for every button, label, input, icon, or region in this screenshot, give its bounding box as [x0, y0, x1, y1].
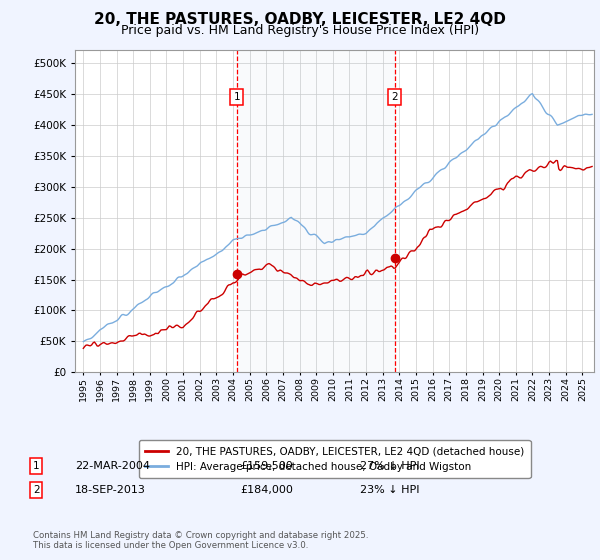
Text: 27% ↓ HPI: 27% ↓ HPI — [360, 461, 419, 471]
Text: 2: 2 — [391, 92, 398, 102]
Legend: 20, THE PASTURES, OADBY, LEICESTER, LE2 4QD (detached house), HPI: Average price: 20, THE PASTURES, OADBY, LEICESTER, LE2 … — [139, 440, 530, 478]
Text: 2: 2 — [33, 485, 40, 495]
Bar — [236, 50, 395, 372]
Text: 22-MAR-2004: 22-MAR-2004 — [75, 461, 150, 471]
Text: 23% ↓ HPI: 23% ↓ HPI — [360, 485, 419, 495]
Text: 20, THE PASTURES, OADBY, LEICESTER, LE2 4QD: 20, THE PASTURES, OADBY, LEICESTER, LE2 … — [94, 12, 506, 27]
Text: Price paid vs. HM Land Registry's House Price Index (HPI): Price paid vs. HM Land Registry's House … — [121, 24, 479, 37]
Text: Contains HM Land Registry data © Crown copyright and database right 2025.
This d: Contains HM Land Registry data © Crown c… — [33, 531, 368, 550]
Text: £184,000: £184,000 — [240, 485, 293, 495]
Text: 18-SEP-2013: 18-SEP-2013 — [75, 485, 146, 495]
Text: 1: 1 — [33, 461, 40, 471]
Text: 1: 1 — [233, 92, 240, 102]
Text: £159,500: £159,500 — [240, 461, 293, 471]
